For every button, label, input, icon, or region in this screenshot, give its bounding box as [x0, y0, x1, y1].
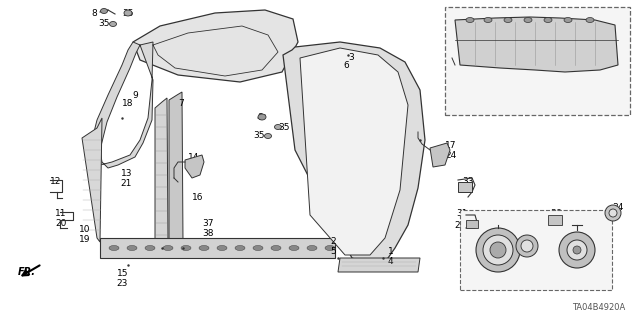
- Polygon shape: [90, 42, 153, 168]
- Text: 22: 22: [188, 162, 199, 172]
- Polygon shape: [185, 155, 204, 178]
- Ellipse shape: [466, 18, 474, 23]
- Text: FR.: FR.: [18, 267, 36, 277]
- Text: 28: 28: [454, 220, 466, 229]
- Ellipse shape: [264, 133, 271, 138]
- Text: 30: 30: [524, 238, 536, 247]
- Text: 12: 12: [50, 177, 61, 187]
- Bar: [466, 220, 478, 228]
- Ellipse shape: [181, 246, 191, 250]
- Bar: [458, 182, 472, 192]
- Circle shape: [605, 205, 621, 221]
- Ellipse shape: [109, 21, 116, 26]
- Text: 24: 24: [445, 151, 456, 160]
- Text: 35: 35: [122, 9, 134, 18]
- Ellipse shape: [564, 18, 572, 23]
- Circle shape: [516, 235, 538, 257]
- Ellipse shape: [271, 246, 281, 250]
- Text: 21: 21: [120, 179, 132, 188]
- Ellipse shape: [199, 246, 209, 250]
- Ellipse shape: [127, 246, 137, 250]
- Bar: [460, 210, 612, 290]
- Text: 34: 34: [612, 203, 623, 211]
- Text: 4: 4: [388, 256, 394, 265]
- Text: 35: 35: [253, 131, 265, 140]
- Bar: [548, 215, 562, 225]
- Text: 27: 27: [598, 21, 609, 31]
- Polygon shape: [133, 10, 298, 82]
- Text: 2: 2: [330, 238, 335, 247]
- Ellipse shape: [484, 18, 492, 23]
- Ellipse shape: [124, 10, 132, 16]
- Text: 14: 14: [188, 153, 200, 162]
- Circle shape: [567, 240, 587, 260]
- Text: 15: 15: [116, 270, 128, 278]
- Text: 10: 10: [79, 226, 90, 234]
- Text: 26: 26: [447, 53, 458, 62]
- Text: 35: 35: [99, 19, 110, 28]
- Ellipse shape: [235, 246, 245, 250]
- Polygon shape: [169, 92, 183, 247]
- Text: 16: 16: [192, 192, 204, 202]
- Ellipse shape: [289, 246, 299, 250]
- Circle shape: [490, 242, 506, 258]
- Bar: [445, 7, 630, 115]
- Text: 20: 20: [55, 219, 67, 227]
- Text: 8: 8: [257, 114, 263, 122]
- Text: 23: 23: [116, 278, 128, 287]
- Polygon shape: [82, 118, 102, 242]
- Polygon shape: [300, 48, 408, 255]
- Ellipse shape: [524, 18, 532, 23]
- Ellipse shape: [145, 246, 155, 250]
- Ellipse shape: [217, 246, 227, 250]
- Text: 1: 1: [388, 248, 394, 256]
- Text: 6: 6: [343, 62, 349, 70]
- Circle shape: [559, 232, 595, 268]
- Polygon shape: [338, 258, 420, 272]
- Ellipse shape: [253, 246, 263, 250]
- Text: 38: 38: [202, 228, 214, 238]
- Ellipse shape: [325, 246, 335, 250]
- Text: 11: 11: [55, 210, 67, 219]
- Polygon shape: [100, 238, 335, 258]
- Ellipse shape: [258, 114, 266, 120]
- Text: 19: 19: [79, 234, 90, 243]
- Ellipse shape: [504, 18, 512, 23]
- Text: TA04B4920A: TA04B4920A: [572, 303, 625, 313]
- Ellipse shape: [544, 18, 552, 23]
- Ellipse shape: [586, 18, 594, 23]
- Circle shape: [476, 228, 520, 272]
- Polygon shape: [155, 98, 168, 248]
- Polygon shape: [455, 17, 618, 72]
- Text: 31: 31: [456, 210, 468, 219]
- Text: 5: 5: [330, 247, 336, 256]
- Polygon shape: [283, 42, 425, 265]
- Text: 7: 7: [178, 99, 184, 108]
- Ellipse shape: [275, 124, 282, 130]
- Circle shape: [521, 240, 533, 252]
- Ellipse shape: [109, 246, 119, 250]
- Polygon shape: [430, 143, 450, 167]
- Ellipse shape: [100, 9, 108, 13]
- Text: 37: 37: [202, 219, 214, 228]
- Text: 8: 8: [92, 9, 97, 18]
- Text: 9: 9: [132, 91, 138, 100]
- Ellipse shape: [163, 246, 173, 250]
- Text: 18: 18: [122, 100, 133, 108]
- Text: 35: 35: [278, 122, 289, 131]
- Text: 27: 27: [538, 9, 549, 18]
- Ellipse shape: [307, 246, 317, 250]
- Circle shape: [609, 209, 617, 217]
- Text: 33: 33: [462, 177, 474, 187]
- Text: 17: 17: [445, 142, 456, 151]
- Circle shape: [483, 235, 513, 265]
- Text: 36: 36: [550, 210, 561, 219]
- Text: 29: 29: [492, 261, 504, 270]
- Text: 25: 25: [573, 258, 584, 268]
- Circle shape: [573, 246, 581, 254]
- Text: 32: 32: [573, 249, 584, 258]
- Text: 3: 3: [348, 53, 354, 62]
- Text: 13: 13: [120, 169, 132, 179]
